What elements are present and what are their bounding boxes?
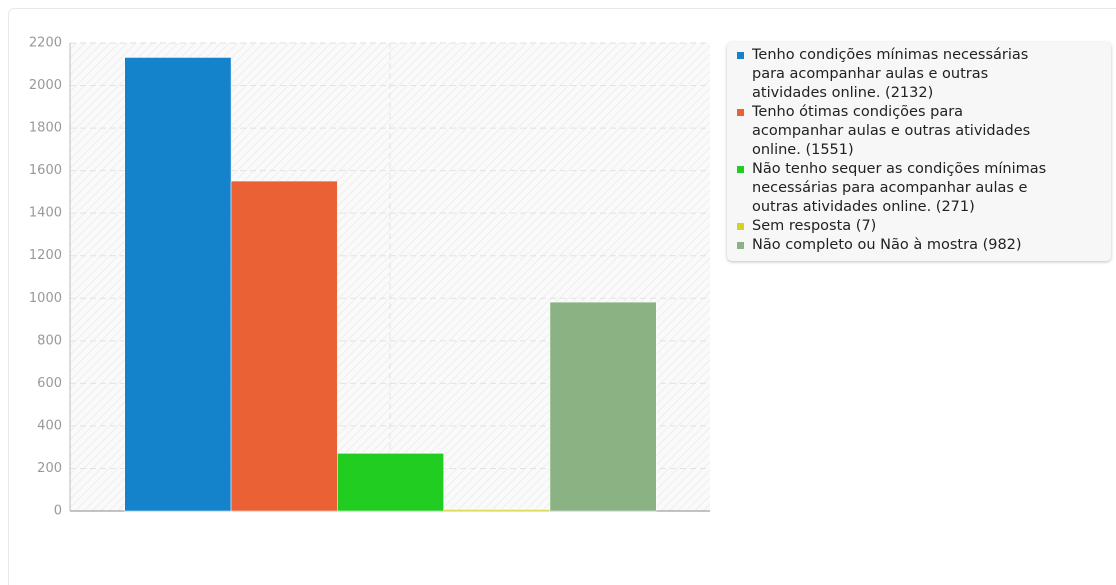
legend-label: Não tenho sequer as condições mínimas ne…	[752, 161, 1047, 215]
legend-item: Tenho condições mínimas necessárias para…	[735, 46, 1107, 103]
legend-swatch	[737, 223, 744, 230]
legend-item: Sem resposta (7)	[735, 217, 1107, 236]
legend-label: Tenho condições mínimas necessárias para…	[752, 47, 1029, 101]
y-tick-label: 600	[37, 376, 62, 391]
y-tick-label: 400	[37, 418, 62, 433]
legend-label: Não completo ou Não à mostra (982)	[752, 237, 1022, 253]
bar	[337, 453, 444, 512]
legend-swatch	[737, 242, 744, 249]
bar	[549, 301, 657, 512]
y-tick-label: 1600	[29, 163, 62, 178]
legend: Tenho condições mínimas necessárias para…	[727, 42, 1111, 261]
legend-swatch	[737, 109, 744, 116]
bar	[230, 180, 338, 512]
y-tick-label: 2200	[29, 36, 62, 51]
bar	[443, 509, 551, 512]
legend-swatch	[737, 166, 744, 173]
y-tick-label: 0	[54, 504, 62, 519]
y-tick-label: 1400	[29, 206, 62, 221]
y-tick-label: 200	[37, 461, 62, 476]
legend-item: Não completo ou Não à mostra (982)	[735, 236, 1107, 255]
y-tick-label: 2000	[29, 78, 62, 93]
bar	[124, 57, 232, 512]
y-tick-label: 1200	[29, 248, 62, 263]
legend-swatch	[737, 52, 744, 59]
legend-item: Tenho ótimas condições para acompanhar a…	[735, 103, 1107, 160]
legend-label: Tenho ótimas condições para acompanhar a…	[752, 104, 1031, 158]
legend-label: Sem resposta (7)	[752, 218, 877, 234]
y-tick-label: 1000	[29, 291, 62, 306]
y-tick-label: 1800	[29, 121, 62, 136]
legend-item: Não tenho sequer as condições mínimas ne…	[735, 160, 1107, 217]
frame	[8, 8, 1116, 585]
y-tick-label: 800	[37, 333, 62, 348]
